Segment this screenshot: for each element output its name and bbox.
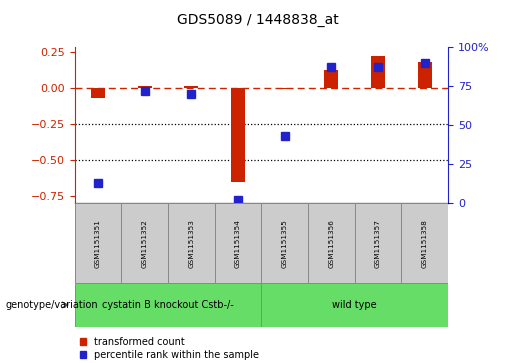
Bar	[91, 87, 105, 98]
Bar	[371, 56, 385, 87]
Bar	[418, 62, 432, 87]
Text: GSM1151354: GSM1151354	[235, 219, 241, 268]
FancyBboxPatch shape	[261, 283, 448, 327]
Bar	[184, 86, 198, 87]
Text: GSM1151358: GSM1151358	[422, 219, 428, 268]
FancyBboxPatch shape	[355, 203, 401, 283]
FancyBboxPatch shape	[401, 203, 448, 283]
Bar	[138, 86, 152, 87]
Text: GSM1151356: GSM1151356	[329, 219, 334, 268]
Text: GSM1151353: GSM1151353	[188, 219, 194, 268]
Text: GSM1151355: GSM1151355	[282, 219, 288, 268]
Text: GSM1151352: GSM1151352	[142, 219, 148, 268]
Bar	[278, 87, 291, 89]
Bar	[231, 87, 245, 182]
Text: GDS5089 / 1448838_at: GDS5089 / 1448838_at	[177, 13, 338, 27]
Text: genotype/variation: genotype/variation	[5, 300, 98, 310]
Legend: transformed count, percentile rank within the sample: transformed count, percentile rank withi…	[79, 337, 259, 360]
FancyBboxPatch shape	[75, 203, 122, 283]
Text: wild type: wild type	[332, 300, 377, 310]
FancyBboxPatch shape	[75, 283, 261, 327]
FancyBboxPatch shape	[261, 203, 308, 283]
FancyBboxPatch shape	[122, 203, 168, 283]
FancyBboxPatch shape	[308, 203, 355, 283]
Text: GSM1151357: GSM1151357	[375, 219, 381, 268]
Text: GSM1151351: GSM1151351	[95, 219, 101, 268]
FancyBboxPatch shape	[215, 203, 261, 283]
FancyBboxPatch shape	[168, 203, 215, 283]
Bar	[324, 70, 338, 87]
Text: cystatin B knockout Cstb-/-: cystatin B knockout Cstb-/-	[102, 300, 234, 310]
